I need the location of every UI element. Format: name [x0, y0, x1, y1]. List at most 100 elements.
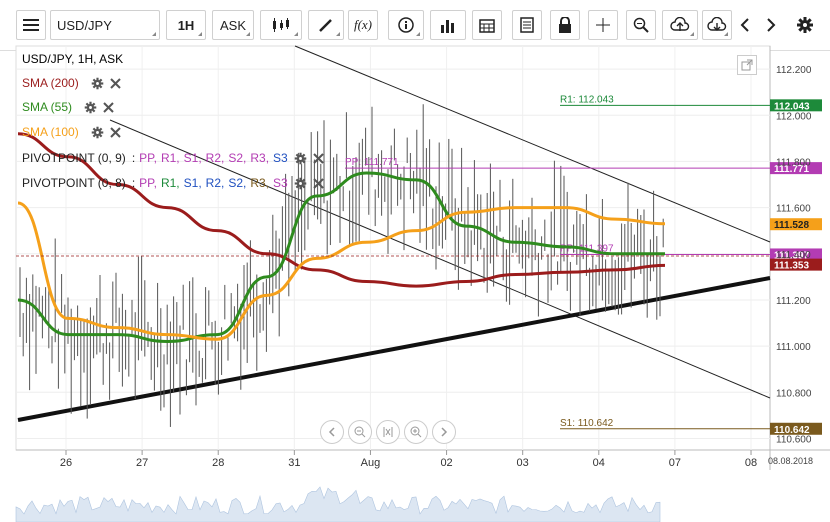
- download-button[interactable]: [702, 10, 732, 40]
- legend-r2: R2,: [205, 151, 225, 165]
- scroll-left-button[interactable]: [734, 10, 756, 40]
- gear-icon[interactable]: [91, 77, 104, 90]
- lock-button[interactable]: [550, 10, 580, 40]
- legend-sma100-label: SMA (100): [22, 125, 79, 139]
- zoom-out-icon: [354, 426, 366, 438]
- legend-r1: R1,: [160, 176, 180, 190]
- prev-icon: [328, 427, 335, 437]
- timeframe-select[interactable]: 1H: [166, 10, 206, 40]
- lock-icon: [559, 17, 571, 33]
- close-icon[interactable]: [103, 101, 114, 113]
- chevron-left-icon: [740, 18, 749, 32]
- gear-icon[interactable]: [91, 126, 104, 139]
- gear-icon[interactable]: [84, 101, 97, 114]
- legend-s1: S1,: [183, 151, 202, 165]
- x-tick-label: Aug: [361, 457, 381, 469]
- x-tick-label: 27: [136, 457, 148, 469]
- nav-prev-button[interactable]: [320, 420, 344, 444]
- info-button[interactable]: [388, 10, 424, 40]
- legend-pivot1: PIVOTPOINT (0, 9) : PP, R1, S1, R2, S2, …: [22, 149, 324, 167]
- close-icon[interactable]: [313, 152, 324, 164]
- legend-sma100: SMA (100): [22, 123, 121, 141]
- legend-sma200-label: SMA (200): [22, 76, 79, 90]
- price-tag-label: 111.528: [774, 220, 809, 231]
- cloud-upload-icon: [670, 17, 690, 31]
- x-tick-label: 07: [669, 457, 681, 469]
- legend-s3: S3: [273, 176, 288, 190]
- pivot-level-label: PP: 111.771: [345, 157, 399, 168]
- gear-icon[interactable]: [294, 177, 307, 190]
- price-tag-label: 111.353: [774, 261, 809, 272]
- close-icon[interactable]: [109, 126, 121, 138]
- draw-tool-button[interactable]: [308, 10, 344, 40]
- calendar-icon: [479, 19, 495, 33]
- price-tag-label: 110.642: [774, 425, 810, 436]
- series-line: [17, 171, 665, 343]
- price-tag: [770, 162, 822, 175]
- symbol-select[interactable]: USD/JPY: [50, 10, 160, 40]
- zoom-button[interactable]: [626, 10, 656, 40]
- document-icon: [520, 17, 534, 33]
- zoom-in-icon: [410, 426, 422, 438]
- y-tick-label: 111.000: [776, 342, 811, 353]
- legend-pivot2: PIVOTPOINT (0, 8) : PP, R1, S1, R2, S2, …: [22, 174, 324, 192]
- close-icon[interactable]: [109, 77, 121, 89]
- toolbar: USD/JPY 1H ASK f(x): [0, 0, 830, 51]
- price-tag-label: 111.771: [774, 164, 809, 175]
- x-tick-label: 08: [745, 457, 757, 469]
- news-button[interactable]: [512, 10, 542, 40]
- fx-label: f(x): [353, 17, 373, 32]
- gear-icon[interactable]: [294, 152, 307, 165]
- symbol-label: USD/JPY: [57, 17, 112, 33]
- legend-sep: :: [131, 151, 136, 165]
- chart-title: USD/JPY, 1H, ASK: [22, 50, 123, 68]
- price-tag: [770, 258, 822, 271]
- settings-button[interactable]: [792, 10, 818, 40]
- nav-next-button[interactable]: [432, 420, 456, 444]
- nav-zoom-in-button[interactable]: [404, 420, 428, 444]
- legend-s3: S3: [273, 151, 288, 165]
- legend-r1: R1,: [160, 151, 180, 165]
- x-tick-label: 02: [440, 457, 452, 469]
- upper-trend-line: [294, 45, 771, 243]
- menu-button[interactable]: [16, 10, 46, 40]
- legend-pivot1-label: PIVOTPOINT (0, 9): [22, 151, 126, 165]
- y-tick-label: 112.000: [776, 111, 812, 122]
- crosshair-icon: [596, 18, 610, 32]
- info-icon: [398, 17, 414, 33]
- legend-sep: :: [131, 176, 136, 190]
- date-label: 08.08.2018: [768, 456, 813, 466]
- indicators-button[interactable]: f(x): [348, 10, 378, 40]
- nav-reset-button[interactable]: [376, 420, 400, 444]
- calendar-button[interactable]: [472, 10, 502, 40]
- bar-chart-icon: [441, 20, 454, 33]
- y-tick-label: 111.400: [776, 250, 811, 261]
- chevron-right-icon: [767, 18, 776, 32]
- magnifier-icon: [633, 17, 649, 33]
- nav-zoom-out-button[interactable]: [348, 420, 372, 444]
- price-tag: [770, 422, 822, 435]
- x-tick-label: 03: [517, 457, 529, 469]
- legend-r2: R2,: [205, 176, 225, 190]
- x-tick-label: 28: [212, 457, 224, 469]
- candlestick-icon: [273, 18, 289, 32]
- pencil-icon: [319, 19, 332, 32]
- legend-sma200: SMA (200): [22, 74, 121, 92]
- scroll-right-button[interactable]: [760, 10, 782, 40]
- price-tag: [770, 248, 822, 261]
- volume-button[interactable]: [430, 10, 466, 40]
- expand-button[interactable]: [737, 55, 757, 75]
- chart-type-button[interactable]: [260, 10, 302, 40]
- y-tick-label: 111.600: [776, 204, 811, 215]
- price-type-label: ASK: [219, 17, 246, 33]
- x-tick-label: 26: [60, 457, 72, 469]
- crosshair-button[interactable]: [588, 10, 618, 40]
- legend-s2: S2,: [228, 176, 247, 190]
- close-icon[interactable]: [313, 177, 324, 189]
- hamburger-icon: [23, 19, 39, 31]
- price-tag: [770, 218, 822, 231]
- upload-button[interactable]: [662, 10, 698, 40]
- cloud-download-icon: [707, 17, 727, 31]
- price-type-select[interactable]: ASK: [212, 10, 254, 40]
